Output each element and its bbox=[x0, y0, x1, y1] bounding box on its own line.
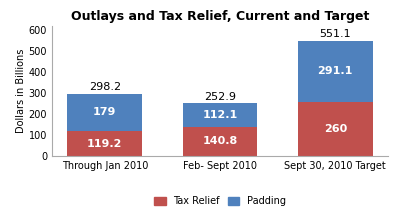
Bar bbox=[182, 127, 258, 156]
Text: 260: 260 bbox=[324, 124, 347, 134]
Text: 551.1: 551.1 bbox=[320, 29, 351, 39]
Text: 291.1: 291.1 bbox=[318, 66, 353, 76]
Text: 112.1: 112.1 bbox=[202, 110, 238, 120]
Bar bbox=[182, 103, 258, 127]
Bar bbox=[67, 94, 142, 131]
Text: 119.2: 119.2 bbox=[87, 139, 122, 149]
Text: 179: 179 bbox=[93, 107, 116, 117]
Bar bbox=[298, 41, 373, 102]
Bar bbox=[67, 131, 142, 156]
Text: 140.8: 140.8 bbox=[202, 136, 238, 146]
Text: 298.2: 298.2 bbox=[89, 82, 121, 92]
Text: 252.9: 252.9 bbox=[204, 92, 236, 102]
Legend: Tax Relief, Padding: Tax Relief, Padding bbox=[150, 192, 290, 210]
Title: Outlays and Tax Relief, Current and Target: Outlays and Tax Relief, Current and Targ… bbox=[71, 10, 369, 23]
Y-axis label: Dollars in Billions: Dollars in Billions bbox=[16, 49, 26, 133]
Bar bbox=[298, 102, 373, 156]
